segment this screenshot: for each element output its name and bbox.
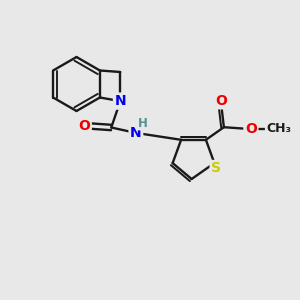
- Text: H: H: [137, 117, 147, 130]
- Text: O: O: [78, 119, 90, 133]
- Text: S: S: [211, 161, 221, 176]
- Text: N: N: [115, 94, 126, 108]
- Text: O: O: [216, 94, 227, 108]
- Text: N: N: [130, 126, 142, 140]
- Text: CH₃: CH₃: [266, 122, 291, 135]
- Text: O: O: [245, 122, 257, 136]
